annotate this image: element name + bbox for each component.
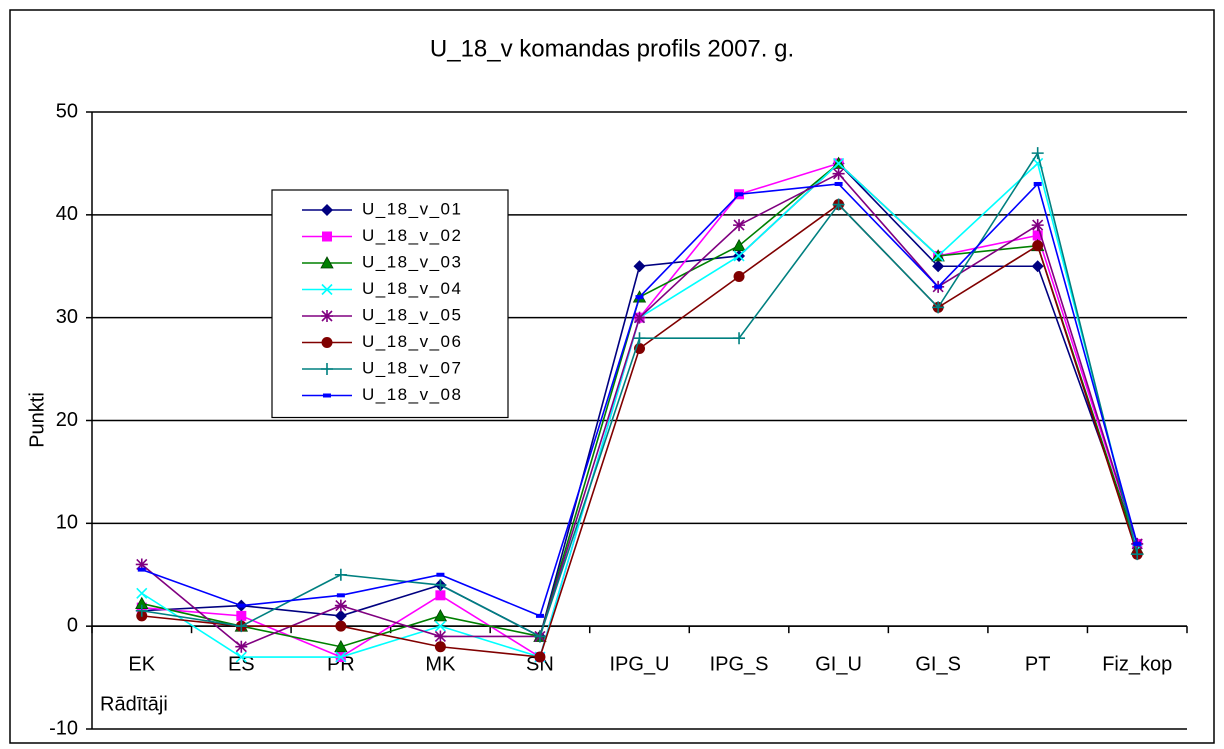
marker	[1131, 548, 1144, 561]
marker	[535, 613, 544, 618]
marker	[834, 181, 843, 186]
x-tick-label: PR	[327, 653, 355, 675]
x-tick-label: IPG_S	[710, 653, 769, 675]
marker	[235, 651, 247, 663]
marker	[335, 620, 347, 632]
marker	[334, 609, 347, 622]
marker	[236, 610, 247, 621]
legend	[271, 189, 509, 419]
marker	[932, 250, 944, 262]
legend-label: U_18_v_04	[362, 279, 462, 298]
marker	[334, 639, 348, 653]
marker	[434, 620, 446, 632]
x-tick-label: SN	[526, 653, 554, 675]
legend-label: U_18_v_02	[362, 226, 462, 245]
marker	[135, 604, 148, 617]
y-tick-label: 30	[56, 306, 78, 328]
marker	[235, 640, 248, 653]
y-axis-label: Punkti	[26, 392, 48, 448]
marker	[1031, 219, 1044, 232]
x-tick-label: GI_U	[815, 653, 862, 675]
marker	[832, 167, 845, 180]
marker	[635, 295, 644, 300]
marker	[1133, 541, 1142, 546]
x-tick-label: MK	[425, 653, 456, 675]
marker	[135, 558, 148, 571]
legend-label: U_18_v_06	[362, 332, 462, 351]
marker	[733, 219, 746, 232]
marker	[320, 256, 334, 269]
marker	[321, 204, 333, 216]
marker	[1031, 260, 1044, 273]
marker	[533, 630, 546, 643]
marker	[733, 332, 746, 345]
x-tick-label: ES	[228, 653, 255, 675]
series	[135, 147, 1144, 643]
marker	[334, 568, 347, 581]
marker	[1033, 181, 1042, 186]
y-tick-label: 40	[56, 203, 78, 225]
marker	[436, 572, 445, 577]
marker	[633, 260, 646, 273]
marker	[434, 579, 447, 592]
marker	[633, 332, 646, 345]
marker	[322, 231, 332, 242]
marker	[1031, 147, 1044, 160]
marker	[434, 630, 447, 643]
x-tick-label: GI_S	[915, 653, 961, 675]
chart-title: U_18_v komandas profils 2007. g.	[430, 35, 794, 62]
marker	[321, 283, 333, 296]
y-tick-label: 10	[56, 512, 78, 534]
marker	[633, 311, 646, 324]
legend-label: U_18_v_01	[362, 199, 462, 218]
marker	[434, 641, 446, 653]
y-tick-label: 0	[67, 614, 78, 636]
marker	[235, 620, 248, 633]
y-tick-label: 50	[56, 100, 78, 122]
marker	[334, 599, 347, 612]
marker	[321, 337, 333, 348]
marker	[735, 192, 744, 197]
marker	[534, 651, 546, 663]
marker	[335, 651, 347, 663]
marker	[832, 198, 845, 211]
marker	[321, 310, 333, 322]
y-tick-label: -10	[49, 717, 78, 739]
legend-label: U_18_v_03	[362, 252, 462, 271]
marker	[136, 587, 148, 599]
x-tick-label: Fiz_kop	[1102, 653, 1172, 675]
legend-label: U_18_v_07	[362, 358, 462, 377]
marker	[932, 260, 945, 273]
marker	[732, 238, 746, 252]
marker	[932, 301, 945, 314]
marker	[336, 593, 345, 598]
legend-label: U_18_v_05	[362, 305, 462, 324]
x-axis-label: Rādītāji	[100, 693, 168, 715]
marker	[733, 250, 745, 262]
marker	[137, 567, 146, 572]
marker	[433, 609, 448, 622]
x-tick-label: PT	[1025, 653, 1051, 675]
marker	[435, 590, 446, 601]
marker	[1032, 240, 1044, 252]
chart-border	[9, 9, 1215, 744]
y-tick-label: 20	[56, 409, 78, 431]
marker	[833, 157, 845, 169]
marker	[323, 393, 331, 398]
marker	[321, 363, 333, 375]
series	[137, 181, 1142, 618]
marker	[237, 603, 246, 608]
marker	[733, 271, 745, 283]
marker	[934, 284, 943, 289]
x-tick-label: EK	[128, 653, 155, 675]
marker	[1032, 230, 1043, 241]
legend-label: U_18_v_08	[362, 385, 462, 404]
x-tick-label: IPG_U	[609, 653, 669, 675]
